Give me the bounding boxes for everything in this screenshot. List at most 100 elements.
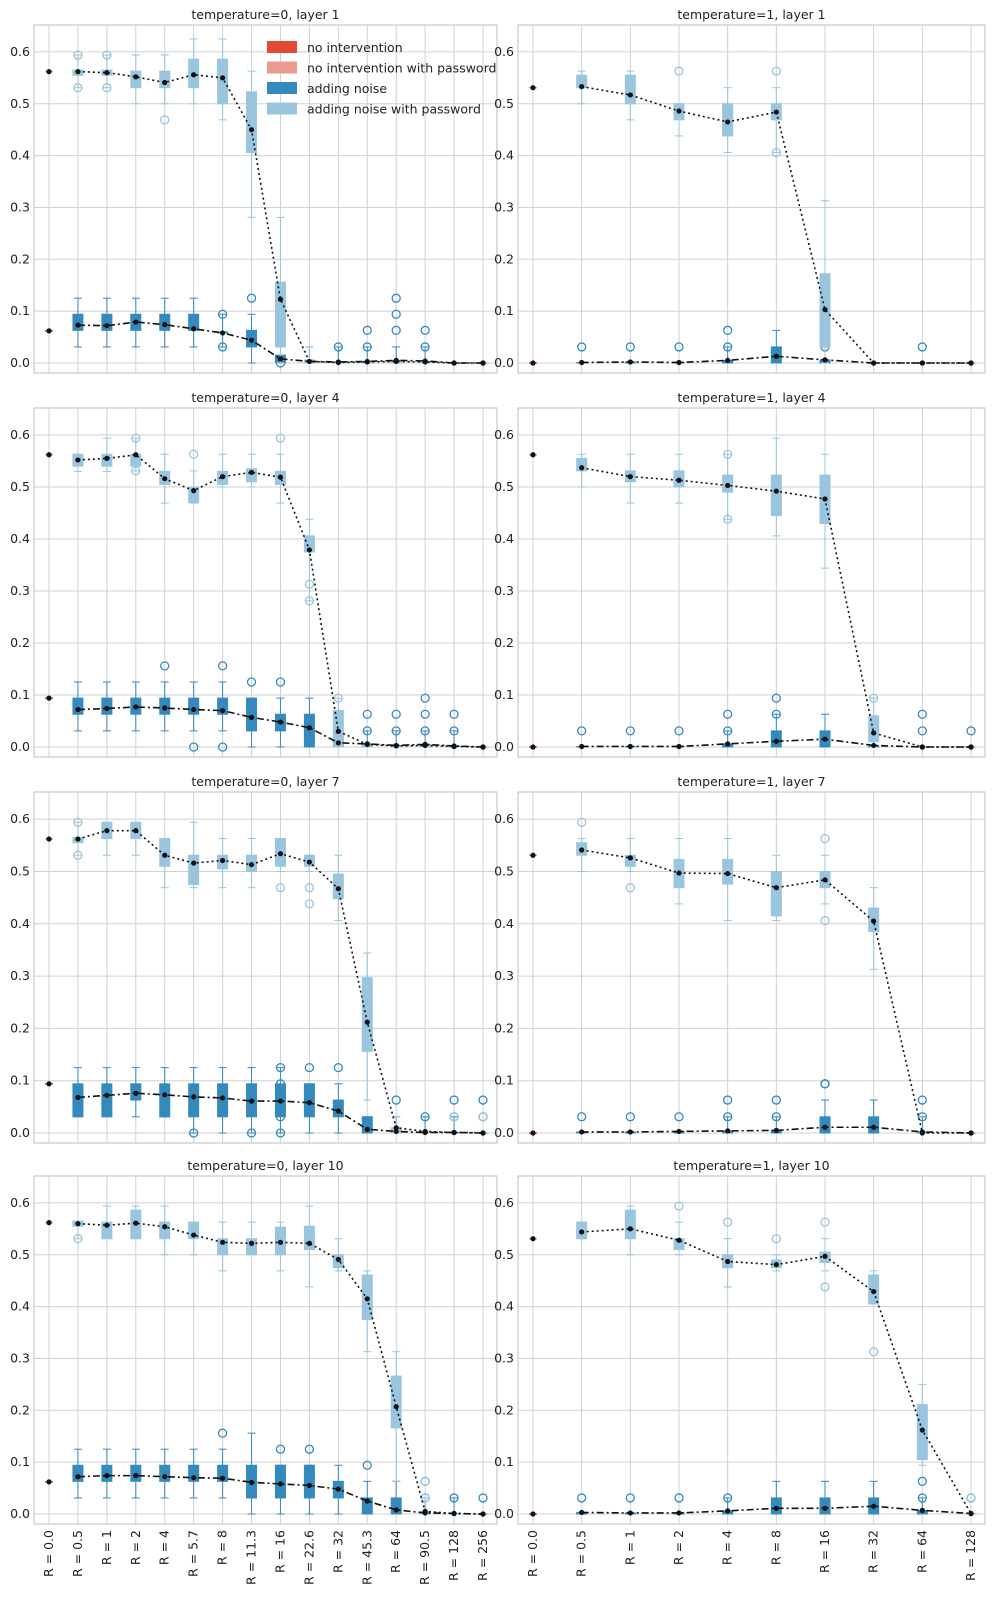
mean-point-noise-password xyxy=(393,358,399,365)
outlier-noise xyxy=(917,709,927,719)
y-tick-label: 0.6 xyxy=(10,44,30,59)
outlier-noise xyxy=(771,1095,781,1105)
mean-point-noise xyxy=(133,319,139,325)
outlier-noise-password xyxy=(73,850,83,860)
mean-point-noise-password xyxy=(451,1510,457,1517)
x-tick-label: R = 16 xyxy=(272,1530,287,1573)
panel-7: 0.0 0.1 0.2 0.3 0.4 0.5 0.6 temperature=0, laye… xyxy=(10,1158,498,1585)
mean-point-noise xyxy=(162,1474,168,1480)
y-tick-label: 0.5 xyxy=(494,1247,514,1262)
mean-point-noise-password xyxy=(104,455,110,461)
outlier-noise-password xyxy=(966,1493,976,1503)
outlier-noise xyxy=(917,1493,927,1503)
mean-line-noise xyxy=(581,738,971,748)
y-tick-label: 0.2 xyxy=(494,251,514,266)
x-tick-label: R = 1 xyxy=(622,1530,637,1565)
outlier-noise xyxy=(723,1112,733,1122)
mean-point-noise-password xyxy=(968,360,974,366)
mean-point-noise xyxy=(822,1124,828,1130)
outlier-noise xyxy=(625,1112,635,1122)
outlier-noise xyxy=(723,325,733,335)
mean-point-noise xyxy=(104,1473,110,1479)
outlier-noise-password xyxy=(304,899,315,909)
outlier-noise xyxy=(362,709,372,719)
y-tick-label: 0.4 xyxy=(10,148,30,163)
mean-point-noise-password xyxy=(871,918,877,924)
mean-point-noise xyxy=(277,1481,284,1487)
no-intervention-mean-point xyxy=(530,1130,536,1136)
legend: no intervention no intervention with pas… xyxy=(267,40,496,117)
mean-point-noise-password xyxy=(75,1221,81,1227)
mean-point-noise-password xyxy=(480,360,486,366)
mean-point-noise xyxy=(335,740,341,746)
outlier-noise xyxy=(391,293,401,303)
outlier-noise xyxy=(723,1493,733,1503)
mean-point-noise xyxy=(627,1129,633,1135)
mean-point-noise-password xyxy=(277,296,284,302)
mean-line-noise-password xyxy=(581,849,971,1134)
outlier-noise xyxy=(189,742,199,752)
mean-point-noise xyxy=(364,1126,370,1132)
x-tick-label: R = 0.0 xyxy=(525,1530,540,1577)
mean-point-noise xyxy=(579,1129,585,1135)
mean-point-noise-password xyxy=(822,1253,828,1259)
outlier-noise-password xyxy=(869,693,879,703)
panel-6: 0.0 0.1 0.2 0.3 0.4 0.5 0.6 temperature=1, laye… xyxy=(494,774,986,1144)
y-tick-label: 0.5 xyxy=(10,863,30,878)
mean-point-noise xyxy=(773,1505,779,1511)
outlier-noise xyxy=(246,1128,257,1138)
mean-point-noise-password xyxy=(919,1427,925,1433)
x-tick-label: R = 32 xyxy=(866,1530,881,1573)
box-noise-password xyxy=(770,474,782,517)
y-tick-label: 0.3 xyxy=(10,968,30,983)
y-tick-label: 0.2 xyxy=(10,635,30,650)
outlier-noise xyxy=(391,726,401,736)
outlier-noise-password xyxy=(577,817,587,827)
y-tick-label: 0.0 xyxy=(494,355,514,370)
outlier-noise-password xyxy=(771,1234,781,1244)
mean-point-noise-password xyxy=(773,109,779,115)
box-noise-password xyxy=(624,74,636,105)
outlier-noise xyxy=(333,1062,343,1073)
mean-point-noise-password xyxy=(133,828,139,834)
outlier-noise-password xyxy=(820,1282,830,1292)
panel-4: 0.0 0.1 0.2 0.3 0.4 0.5 0.6 temperature=1, laye… xyxy=(494,390,986,758)
y-tick-label: 0.6 xyxy=(10,427,30,442)
box-noise xyxy=(72,697,84,715)
mean-point-noise xyxy=(133,1473,139,1479)
mean-point-noise-password xyxy=(306,358,312,365)
no-intervention-mean-point xyxy=(46,1479,52,1485)
mean-point-noise-password xyxy=(451,1129,457,1136)
mean-point-noise xyxy=(191,706,197,713)
outlier-noise xyxy=(217,309,228,319)
mean-point-noise-password xyxy=(104,70,110,76)
legend-label-adding-noise-password: adding noise with password xyxy=(307,102,481,117)
box-noise-password xyxy=(390,1375,402,1429)
mean-point-noise xyxy=(191,1475,197,1481)
panel-3: 0.0 0.1 0.2 0.3 0.4 0.5 0.6 temperature=0, laye… xyxy=(10,390,498,758)
mean-line-noise xyxy=(581,355,971,364)
outlier-noise xyxy=(771,709,781,719)
mean-point-noise-password xyxy=(627,1226,633,1232)
legend-label-no-intervention: no intervention xyxy=(307,40,403,55)
mean-point-noise-password xyxy=(676,870,682,876)
mean-point-noise xyxy=(773,1127,779,1133)
legend-label-adding-noise: adding noise xyxy=(307,81,387,96)
y-tick-label: 0.3 xyxy=(494,199,514,214)
box-noise-password xyxy=(246,91,258,154)
mean-point-noise-password xyxy=(277,474,284,480)
box-noise-password xyxy=(868,715,880,743)
no-intervention-mean-point xyxy=(530,852,536,858)
mean-point-noise-password xyxy=(480,1130,486,1136)
outlier-noise xyxy=(217,342,228,352)
y-tick-label: 0.3 xyxy=(10,583,30,598)
y-tick-label: 0.4 xyxy=(494,916,514,931)
x-tick-label: R = 90.5 xyxy=(417,1530,432,1585)
mean-point-noise xyxy=(822,736,828,742)
x-tick-label: R = 16 xyxy=(817,1530,832,1573)
mean-point-noise xyxy=(277,1098,284,1104)
outlier-noise xyxy=(577,726,587,736)
mean-point-noise-password xyxy=(75,836,81,842)
box-noise xyxy=(159,1083,171,1118)
outlier-noise xyxy=(771,1112,781,1122)
